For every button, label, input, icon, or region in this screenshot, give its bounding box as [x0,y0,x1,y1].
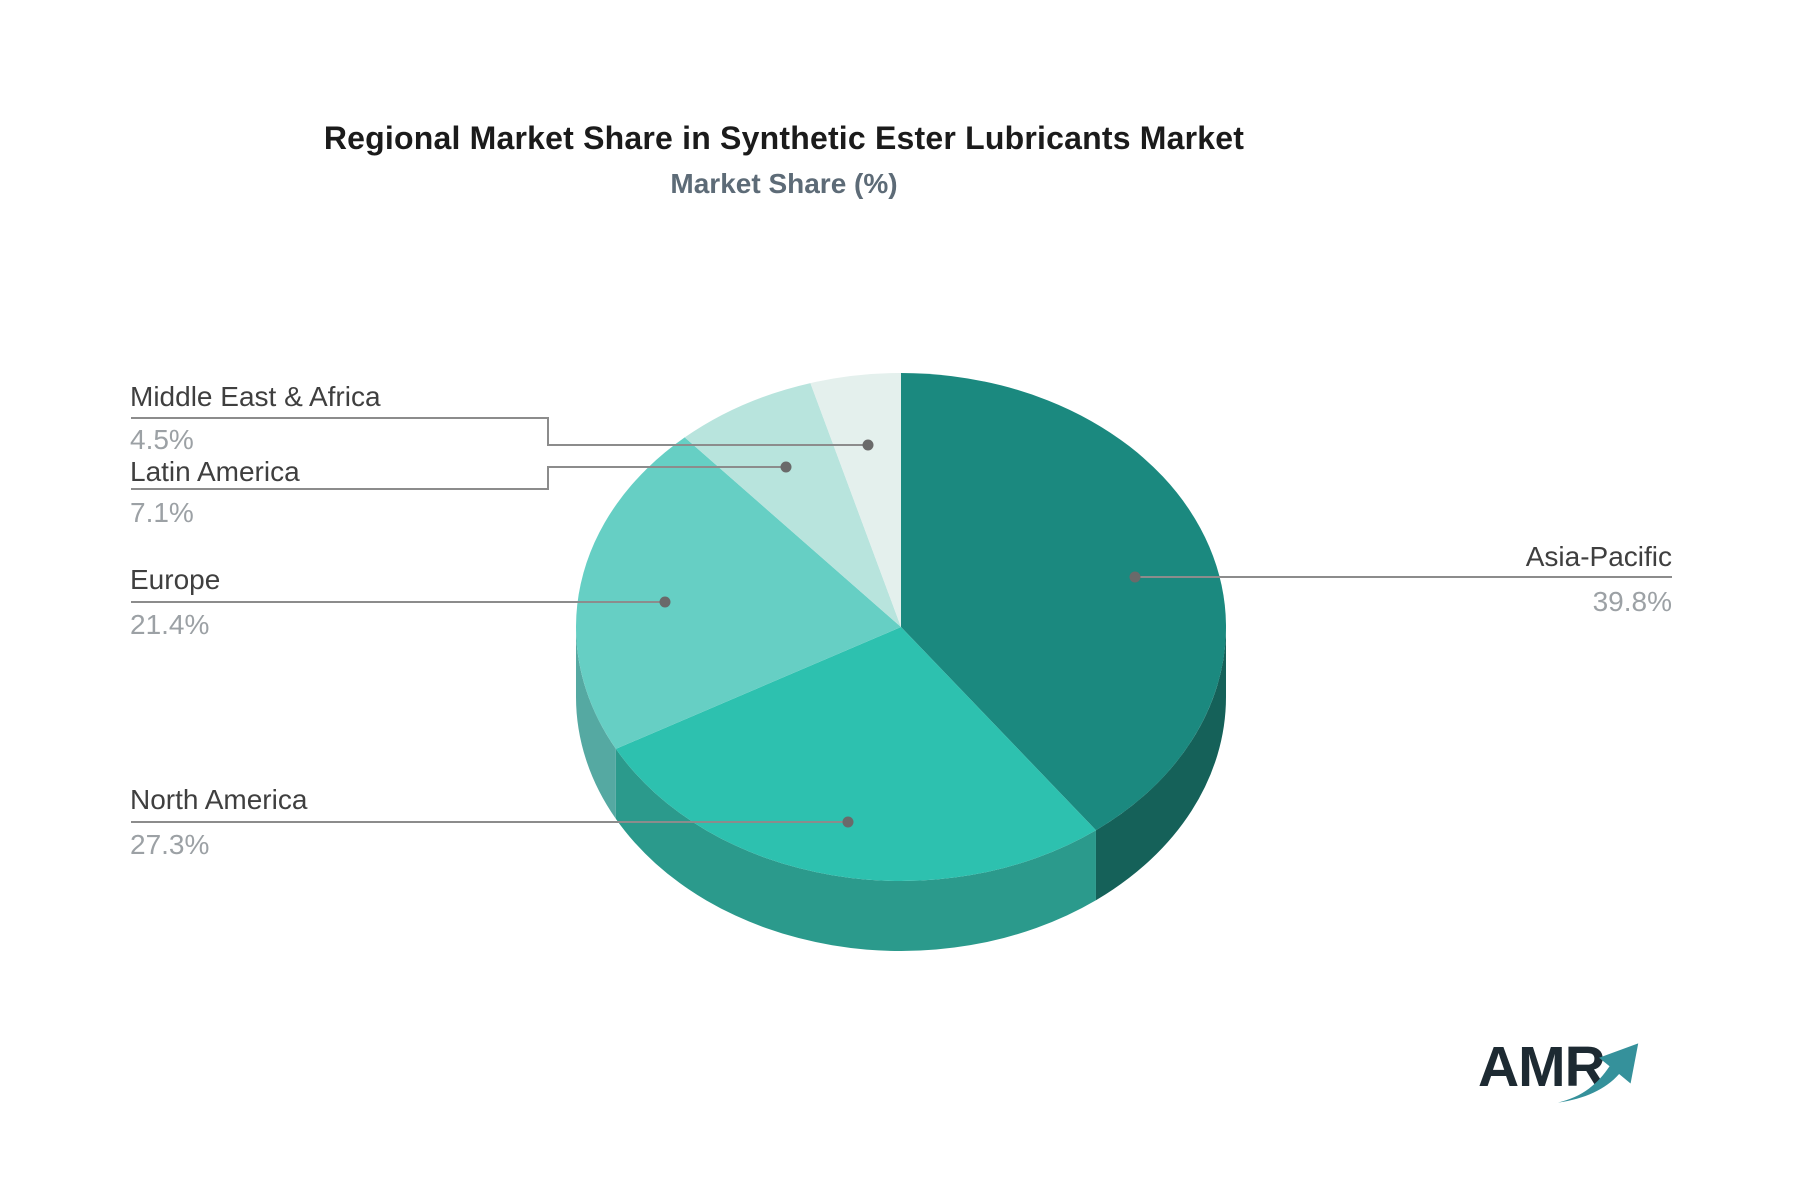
callout-dot-north-america [842,816,854,828]
callout-dot-asia-pacific [1129,571,1141,583]
pie-slice-europe[interactable] [576,437,901,749]
callout-asia-pacific: Asia-Pacific 39.8% [1525,541,1672,617]
pie-3d-walls [576,627,1227,951]
growth-arrow-icon [1557,1043,1639,1103]
callout-line-middle-east-africa [131,417,868,446]
callout-dot-middle-east-africa [862,439,874,451]
callout-value: 39.8% [1592,586,1672,617]
pie-slice-asia-pacific[interactable] [901,373,1227,831]
callout-label: North America [130,784,308,815]
callout-label: Middle East & Africa [130,381,381,412]
pie-slices [576,373,1227,881]
callout-latin-america: Latin America 7.1% [130,456,300,528]
chart-subtitle: Market Share (%) [670,168,898,199]
amr-logo-text: AMR [1478,1035,1606,1099]
callout-label: Latin America [130,456,300,487]
pie-wall-asia-pacific [1095,627,1227,901]
callout-value: 7.1% [130,497,194,528]
callout-lines [131,417,1672,828]
callout-dot-latin-america [780,461,792,473]
pie-slice-middle-east-africa[interactable] [810,373,901,627]
callout-middle-east-africa: Middle East & Africa 4.5% [130,381,381,455]
pie-wall-north-america [615,748,1096,951]
callout-line-latin-america [131,466,786,490]
chart-title: Regional Market Share in Synthetic Ester… [323,120,1245,156]
callout-label: Asia-Pacific [1525,541,1672,572]
callout-label: Europe [130,564,221,595]
pie-wall-europe [576,627,616,819]
callout-europe: Europe 21.4% [130,564,221,640]
callout-value: 27.3% [130,829,210,860]
pie-slice-north-america[interactable] [615,627,1096,881]
amr-logo: AMR [1478,1034,1658,1124]
callout-value: 4.5% [130,424,194,455]
callout-value: 21.4% [130,609,210,640]
callout-dot-europe [659,596,671,608]
callout-north-america: North America 27.3% [130,784,308,860]
